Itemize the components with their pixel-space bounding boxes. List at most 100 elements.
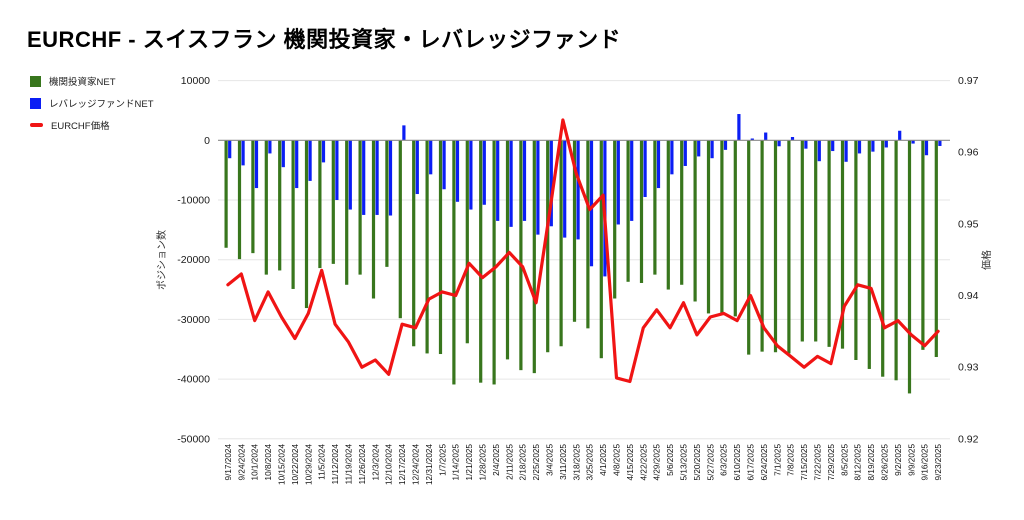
legend-item-1: レバレッジファンドNET (30, 92, 154, 114)
institutional-bar (452, 140, 456, 385)
institutional-bar (532, 140, 536, 374)
leveraged-bar (402, 125, 406, 141)
leveraged-bar (388, 140, 393, 216)
leveraged-bar (536, 140, 540, 235)
institutional-bar (706, 140, 711, 314)
leveraged-bar (857, 140, 862, 154)
leveraged-bar (362, 140, 366, 215)
x-tick-date: 2/25/2025 (532, 444, 541, 481)
y-right-tick: 0.94 (958, 290, 979, 302)
x-tick-date: 2/11/2025 (505, 444, 514, 480)
x-tick-date: 5/6/2025 (666, 444, 675, 476)
leveraged-bar (576, 140, 580, 240)
x-tick-date: 1/21/2025 (465, 444, 474, 481)
institutional-bar (345, 140, 349, 285)
x-tick-date: 9/24/2024 (237, 444, 246, 481)
x-tick-date: 8/26/2025 (881, 444, 890, 481)
x-tick-date: 7/15/2025 (800, 444, 809, 481)
leveraged-bar (871, 140, 875, 152)
institutional-bar (385, 140, 389, 267)
leveraged-bar (415, 140, 419, 195)
y-right-tick: 0.95 (958, 218, 979, 230)
x-tick-date: 2/18/2025 (519, 444, 528, 481)
x-tick-date: 6/24/2025 (760, 444, 769, 481)
x-tick-date: 10/15/2024 (278, 444, 287, 485)
leveraged-bar (898, 130, 902, 141)
x-tick-date: 6/17/2025 (747, 444, 756, 481)
institutional-bar (264, 140, 268, 275)
leveraged-bar (764, 132, 768, 141)
institutional-bar (680, 140, 684, 285)
x-tick-date: 11/19/2024 (345, 444, 354, 485)
x-tick-date: 12/10/2024 (385, 444, 394, 485)
x-tick-date: 4/29/2025 (653, 444, 662, 481)
institutional-bar (800, 140, 804, 342)
x-tick-date: 9/17/2024 (224, 444, 233, 481)
x-tick-date: 4/8/2025 (613, 444, 622, 476)
leveraged-bar (924, 140, 929, 156)
institutional-bar (278, 140, 282, 271)
leveraged-bar (348, 140, 352, 210)
x-tick-date: 2/4/2025 (492, 444, 501, 476)
institutional-bar (653, 140, 657, 275)
institutional-bar (479, 140, 483, 383)
institutional-bar (760, 140, 764, 352)
institutional-bar (867, 140, 871, 369)
institutional-bar (894, 140, 898, 381)
leveraged-bar (616, 140, 620, 225)
chart-legend: 機関投資家NET レバレッジファンドNET EURCHF価格 (30, 70, 154, 136)
x-tick-date: 3/4/2025 (546, 444, 555, 476)
leveraged-bar (442, 140, 446, 190)
legend-label: EURCHF価格 (51, 121, 110, 132)
x-tick-date: 12/3/2024 (371, 444, 380, 481)
institutional-bar (787, 140, 791, 354)
leveraged-bar (482, 140, 486, 205)
institutional-bar (519, 140, 523, 371)
grid-lines (218, 80, 950, 440)
institutional-bar (921, 140, 925, 350)
x-tick-date: 10/8/2024 (264, 444, 273, 481)
y-right-tick: 0.92 (958, 433, 979, 445)
x-tick-date: 5/27/2025 (706, 444, 715, 481)
y-axis-left-labels: 10000 0 -10000 -20000 -30000 -40000 -50000 (177, 75, 210, 445)
x-tick-date: 3/11/2025 (559, 444, 568, 480)
institutional-bar (505, 140, 510, 360)
legend-line-marker (30, 123, 43, 127)
x-tick-date: 4/1/2025 (599, 444, 608, 476)
x-tick-date: 10/22/2024 (291, 444, 300, 485)
institutional-bar (425, 140, 429, 354)
leveraged-bar (563, 140, 567, 238)
x-tick-date: 7/1/2025 (773, 444, 782, 476)
institutional-bar (586, 140, 590, 329)
institutional-bar (814, 140, 818, 342)
y-axis-right-title: 価格 (980, 250, 993, 270)
x-tick-date: 9/9/2025 (907, 444, 916, 476)
leveraged-bar (228, 140, 232, 159)
x-tick-date: 9/16/2025 (921, 444, 930, 481)
institutional-bar (237, 140, 242, 260)
leveraged-bar (295, 140, 299, 189)
y-left-tick: -20000 (177, 254, 210, 266)
institutional-bar (251, 140, 255, 254)
institutional-bar (907, 140, 912, 394)
x-tick-date: 9/2/2025 (894, 444, 903, 476)
leveraged-bar (522, 140, 527, 221)
institutional-bar (546, 140, 550, 353)
leveraged-bar (750, 138, 754, 141)
institutional-bar (747, 140, 751, 355)
leveraged-bar (777, 140, 781, 147)
leveraged-bar (549, 140, 553, 227)
y-axis-left-title: ポジション数 (155, 230, 168, 290)
y-right-tick: 0.97 (958, 75, 979, 87)
institutional-bar (599, 140, 603, 359)
x-tick-date: 12/24/2024 (412, 444, 421, 485)
institutional-bar (398, 140, 402, 319)
institutional-bar (465, 140, 469, 344)
leveraged-bar (656, 140, 661, 189)
x-tick-date: 7/29/2025 (827, 444, 836, 481)
x-tick-date: 9/23/2025 (934, 444, 943, 481)
chart-title: EURCHF - スイスフラン 機関投資家・レバレッジファンド (27, 27, 622, 52)
leveraged-bar (697, 140, 701, 157)
y-left-tick: -50000 (177, 433, 210, 445)
